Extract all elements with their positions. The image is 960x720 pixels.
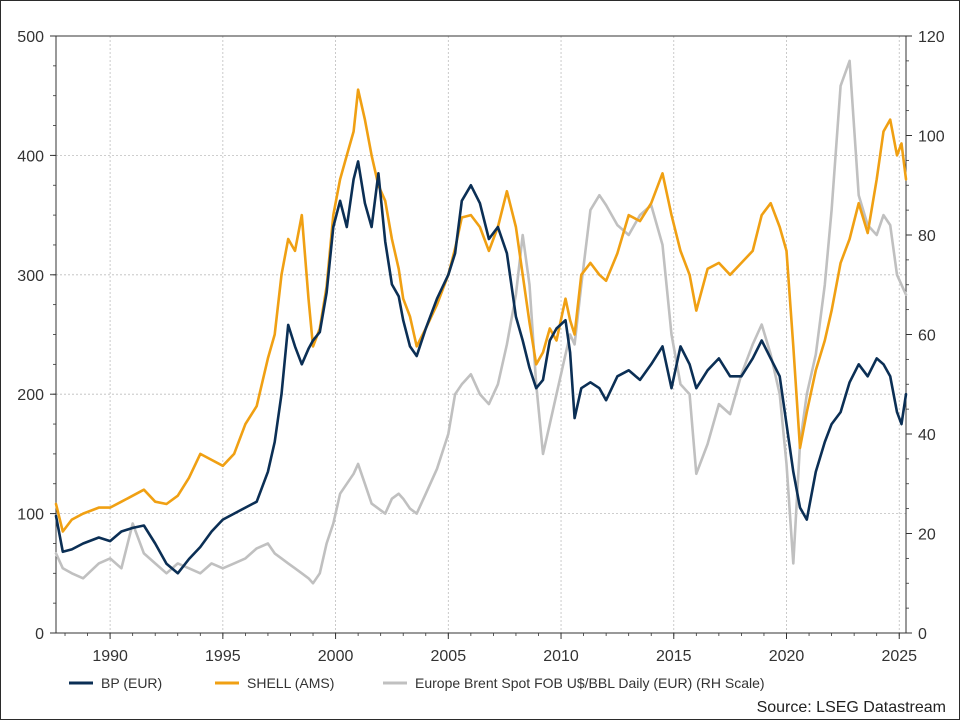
y-left-tick-label: 200 [17,387,44,404]
x-tick-label: 2015 [656,648,692,665]
y-right-tick-label: 40 [918,427,936,444]
grid-layer [56,35,906,634]
legend-label-bp: BP (EUR) [101,675,162,691]
y-left-tick-label: 100 [17,507,44,524]
axes-layer: 1990 1995 2000 2005 2010 2015 2020 202501002003… [17,29,945,665]
series-layer [54,59,908,585]
series-line-shell [54,88,908,533]
x-tick-label: 2025 [881,648,917,665]
y-right-tick-label: 100 [918,129,945,146]
y-right-tick-label: 60 [918,328,936,345]
x-tick-label: 2010 [543,648,579,665]
y-left-tick-label: 0 [35,626,44,643]
y-left-tick-label: 300 [17,268,44,285]
y-left-tick-label: 500 [17,29,44,46]
series-line-bp [54,160,908,575]
x-tick-label: 2020 [769,648,805,665]
y-right-tick-label: 80 [918,228,936,245]
y-left-tick-label: 400 [17,148,44,165]
series-line-brent [54,59,908,585]
x-tick-label: 1995 [205,648,241,665]
source-text: Source: LSEG Datastream [757,699,946,716]
x-tick-label: 1990 [92,648,128,665]
legend-label-brent: Europe Brent Spot FOB U$/BBL Daily (EUR)… [415,675,765,691]
legend: BP (EUR) SHELL (AMS) Europe Brent Spot F… [69,675,765,691]
y-right-tick-label: 120 [918,29,945,46]
y-right-tick-label: 20 [918,527,936,544]
plot-area-border [55,35,907,634]
y-right-tick-label: 0 [918,626,927,643]
x-tick-label: 2005 [431,648,467,665]
x-tick-label: 2000 [318,648,354,665]
legend-label-shell: SHELL (AMS) [247,675,334,691]
